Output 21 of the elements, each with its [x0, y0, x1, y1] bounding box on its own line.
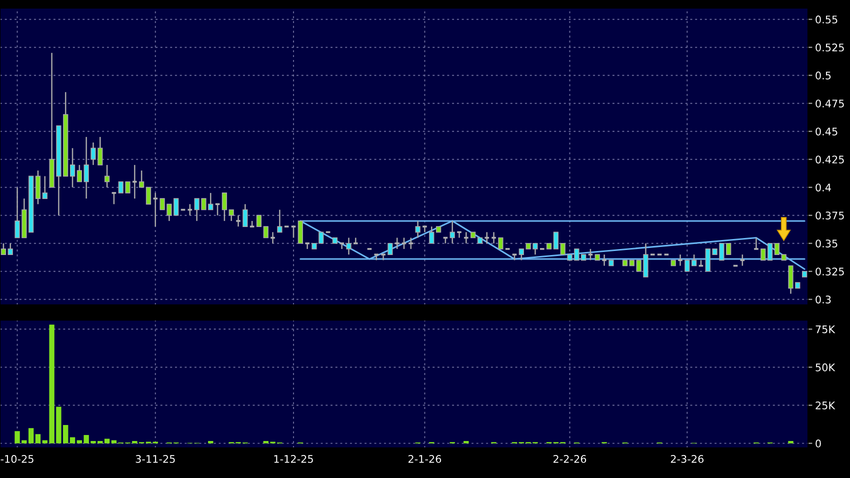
y-tick-label: 0.375 — [816, 212, 844, 220]
x-tick-label: 3-11-25 — [136, 455, 175, 463]
y-tick-label: 50K — [816, 363, 836, 372]
x-tick-label: -10-25 — [0, 455, 34, 463]
y-tick-label: 0.5 — [816, 72, 831, 80]
x-tick-label: 2-2-26 — [554, 455, 586, 463]
y-tick-label: 25K — [816, 401, 836, 410]
y-tick-label: 0.3 — [816, 296, 831, 304]
y-tick-label: 0.425 — [816, 156, 844, 164]
y-tick-label: 0.4 — [816, 184, 831, 192]
x-tick-label: 1-12-25 — [274, 455, 313, 463]
y-tick-label: 0 — [816, 440, 821, 448]
y-tick-label: 0.45 — [816, 128, 838, 136]
y-tick-label: 0.325 — [816, 268, 844, 276]
y-tick-label: 0.55 — [816, 16, 838, 24]
y-tick-label: 0.35 — [816, 240, 838, 248]
y-tick-label: 0.475 — [816, 100, 844, 108]
y-tick-label: 75K — [816, 326, 836, 334]
x-tick-label: 2-1-26 — [408, 455, 442, 463]
x-tick-label: 2-3-26 — [670, 455, 704, 463]
y-tick-label: 0.525 — [816, 44, 844, 52]
